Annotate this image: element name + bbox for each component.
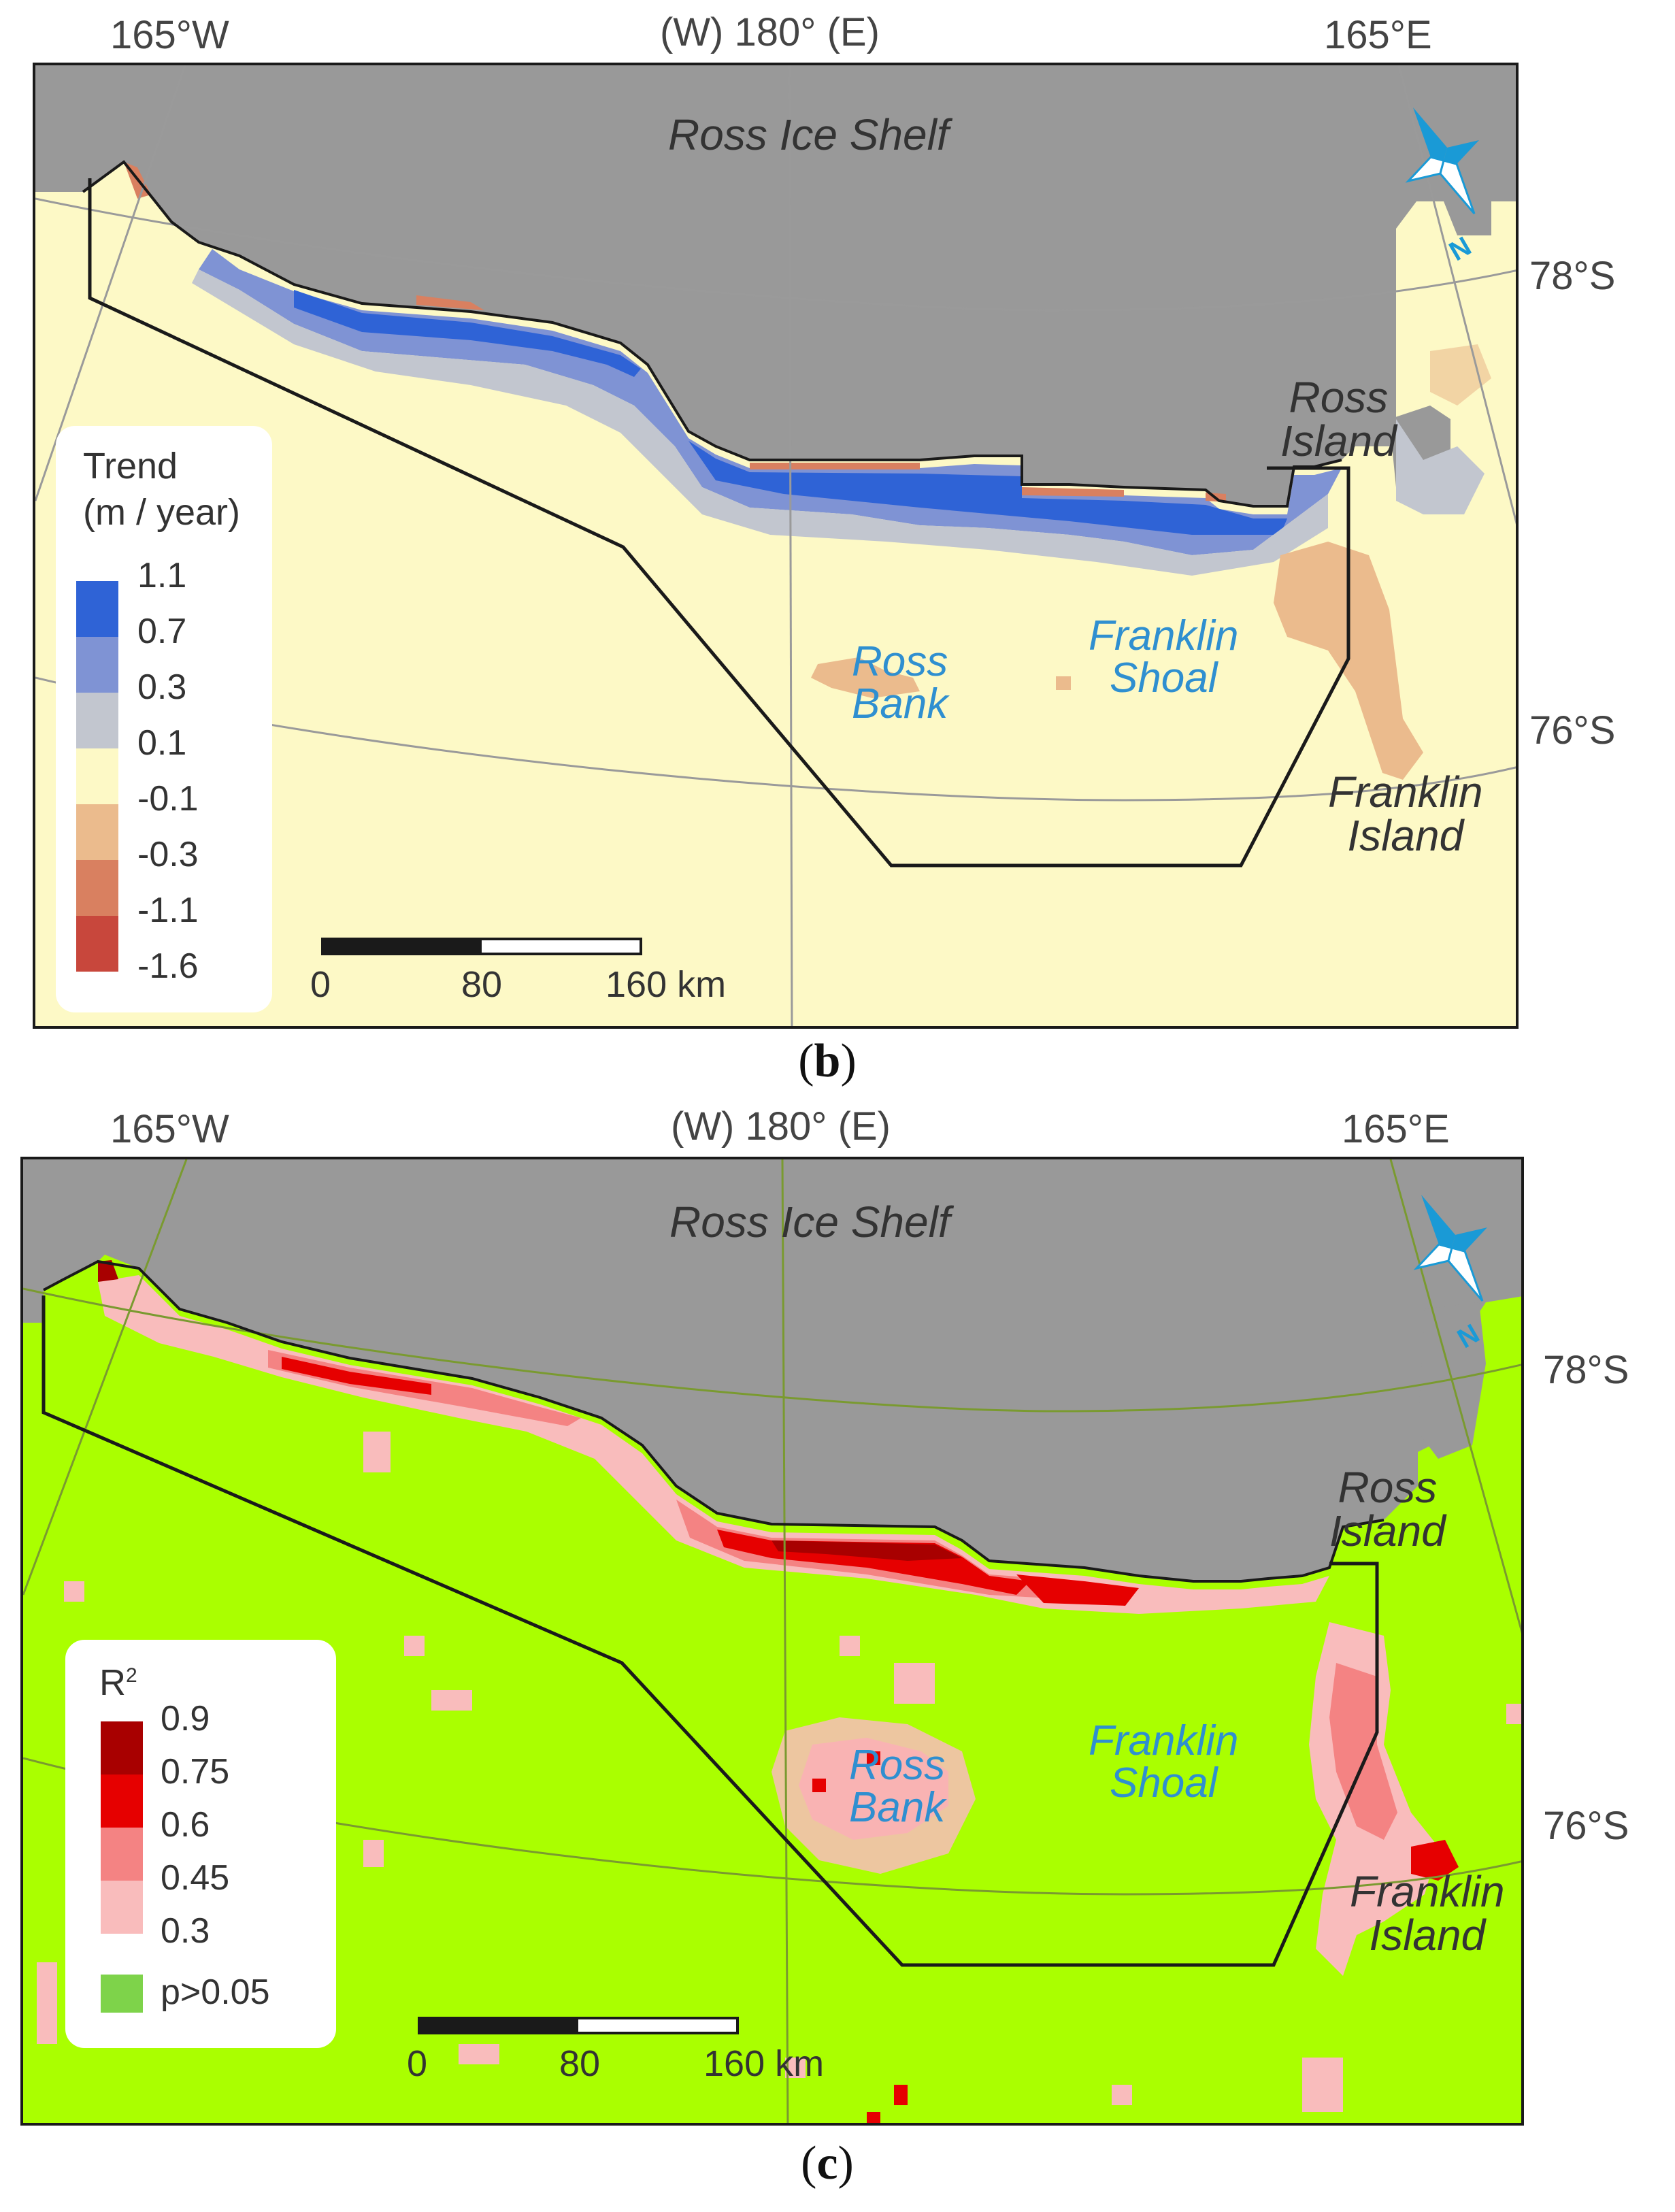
ross-island-label: Ross Island: [1329, 1463, 1446, 1555]
r2-strong-pixels: [812, 1751, 908, 2123]
lon-label-180: (W) 180° (E): [671, 1104, 891, 1149]
legend-label-2: 0.75: [161, 1752, 230, 1792]
legend-label-nonsig: p>0.05: [161, 1972, 270, 2012]
r2-ross-bank-halo: [772, 1717, 976, 1874]
legend-swatch-6: [76, 860, 118, 916]
ice-shelf-edge: [82, 160, 1342, 508]
r2-high-band: [282, 1357, 1139, 1606]
legend-label-1: 1.1: [137, 556, 187, 595]
ice-shelf-edge: [43, 1259, 1384, 1583]
legend-label-4: 0.1: [137, 723, 187, 763]
map-frame: Ross Ice Shelf Ross Island Franklin Isla…: [33, 63, 1519, 1029]
legend-swatch-3: [76, 693, 118, 748]
scale-bar: [418, 2017, 739, 2034]
lon-label-180: (W) 180° (E): [660, 10, 880, 54]
legend-label-8: -1.6: [137, 946, 199, 986]
scale-bar: [321, 938, 642, 955]
franklin-island-label: Franklin Island: [1328, 767, 1483, 860]
legend-swatch-4: [76, 748, 118, 804]
ice-shelf-area: [23, 1159, 1521, 1581]
scale-label-0: 0: [310, 964, 331, 1005]
study-area-outline: [88, 178, 1350, 868]
legend-swatch-2: [76, 637, 118, 693]
franklin-island-label: Franklin Island: [1350, 1867, 1505, 1960]
legend-label-7: -1.1: [137, 891, 199, 930]
scale-label-0: 0: [407, 2043, 428, 2084]
lat-label-78s: 78°S: [1529, 254, 1616, 298]
north-arrow-icon: [1405, 108, 1479, 214]
legend-swatch-3: [101, 1828, 143, 1881]
ice-shelf-area: [35, 65, 1516, 506]
legend-swatch-1: [76, 581, 118, 637]
legend-swatch-5: [76, 804, 118, 860]
trend-high-band: [294, 290, 641, 377]
legend-label-6: -0.3: [137, 835, 199, 874]
legend-swatch-4: [101, 1881, 143, 1934]
map-frame: Ross Ice Shelf Ross Island Franklin Isla…: [20, 1157, 1524, 2126]
map-panel-r2: 165°W (W) 180° (E) 165°E 78°S 76°S: [0, 1102, 1675, 2212]
legend-swatch-1: [101, 1721, 143, 1774]
franklin-shoal-label: Franklin Shoal: [1089, 1717, 1239, 1806]
legend-label-3: 0.6: [161, 1805, 210, 1845]
legend-swatch-nonsig: [101, 1975, 143, 2013]
legend-label-4: 0.45: [161, 1858, 230, 1898]
trend-map-svg: [35, 65, 1516, 1026]
ross-ice-shelf-label: Ross Ice Shelf: [668, 110, 949, 159]
north-arrow-icon: [1413, 1195, 1487, 1302]
scale-label-80: 80: [461, 964, 503, 1005]
legend-label-5: 0.3: [161, 1911, 210, 1951]
franklin-shoal-label: Franklin Shoal: [1089, 612, 1239, 701]
ross-ice-shelf-label: Ross Ice Shelf: [669, 1198, 950, 1247]
trend-legend: Trend (m / year) 1.1 0.7 0.3 0.1 -0.1 -0…: [56, 426, 272, 1012]
r2-legend: R2 0.9 0.75 0.6 0.45 0.3 p>0.05: [65, 1640, 336, 2048]
legend-swatch-2: [101, 1774, 143, 1828]
lat-label-76s: 76°S: [1543, 1804, 1629, 1848]
trend-high-band-2: [689, 441, 1287, 535]
r2-scattered-pixels: [37, 1432, 1521, 2112]
scale-label-80: 80: [559, 2043, 601, 2084]
panel-caption-b: (b): [798, 1035, 857, 1087]
lat-label-76s: 76°S: [1529, 708, 1616, 753]
lon-label-165w: 165°W: [110, 1107, 229, 1151]
lat-label-78s: 78°S: [1543, 1348, 1629, 1392]
trend-negative-bank: [811, 657, 920, 698]
legend-label-1: 0.9: [161, 1699, 210, 1738]
legend-label-3: 0.3: [137, 667, 187, 707]
trend-grey-ross-island: [1396, 419, 1485, 514]
trend-negative-pixel: [1056, 676, 1071, 690]
lon-label-165e: 165°E: [1324, 13, 1432, 57]
ross-bank-label: Ross Bank: [849, 1742, 946, 1831]
legend-label-2: 0.7: [137, 612, 187, 651]
ross-bank-label: Ross Bank: [852, 638, 948, 727]
legend-label-5: -0.1: [137, 779, 199, 819]
scale-label-160: 160 km: [606, 964, 727, 1005]
legend-title: R2: [99, 1662, 137, 1703]
lon-label-165w: 165°W: [110, 13, 229, 57]
study-area-outline: [42, 1295, 1379, 1967]
lon-label-165e: 165°E: [1342, 1107, 1450, 1151]
r2-franklin-hotspot: [1411, 1840, 1459, 1881]
trend-negative-ross-island: [1430, 344, 1491, 406]
map-panel-trend: 165°W (W) 180° (E) 165°E 78°S 76°S: [0, 0, 1675, 1102]
graticule: [35, 65, 1516, 1026]
legend-title: Trend (m / year): [83, 446, 241, 533]
panel-caption-c: (c): [801, 2137, 854, 2190]
scale-label-160: 160 km: [703, 2043, 825, 2084]
r2-shoal-core: [1329, 1663, 1397, 1840]
legend-swatch-7: [76, 916, 118, 972]
ross-island-label: Ross Island: [1280, 373, 1397, 465]
trend-low-band: [192, 269, 1328, 576]
